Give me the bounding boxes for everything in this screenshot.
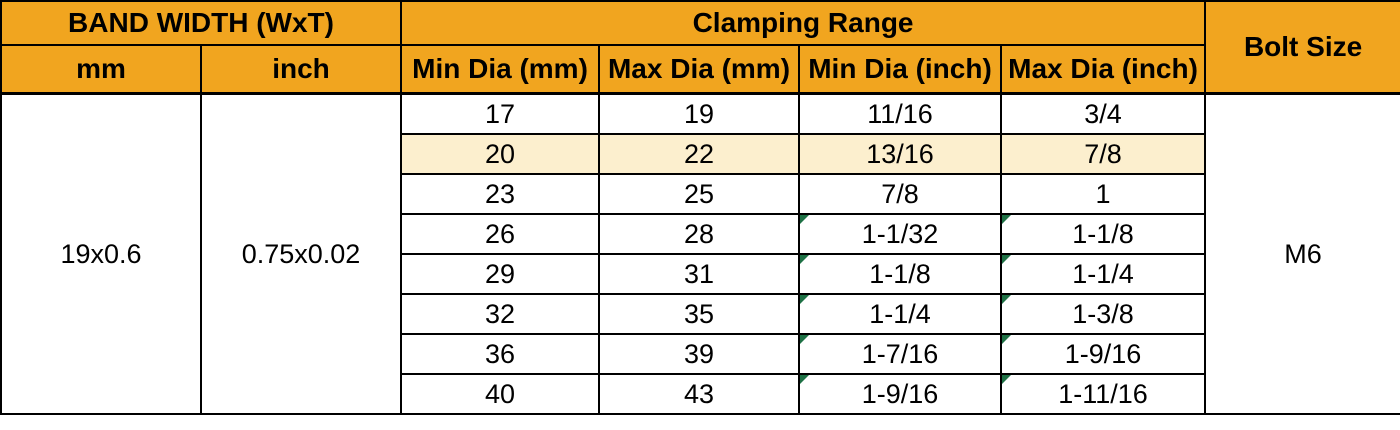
cell-min-dia-inch: 13/16 — [798, 133, 1003, 175]
cell-min-dia-mm: 32 — [400, 293, 601, 335]
cell-min-dia-inch: 1-7/16 — [798, 333, 1003, 375]
cell-max-dia-inch: 1-1/4 — [1000, 253, 1207, 295]
cell-min-dia-inch: 1-1/8 — [798, 253, 1003, 295]
table-row: 32 35 1-1/4 1-3/8 — [1, 293, 1400, 335]
cell-max-dia-mm: 28 — [598, 213, 801, 255]
cell-band-width-mm: 19x0.6 — [0, 92, 202, 415]
cell-min-dia-mm: 17 — [400, 92, 601, 135]
cell-min-dia-inch: 11/16 — [798, 92, 1003, 135]
cell-bolt-size: M6 — [1204, 92, 1400, 415]
cell-max-dia-mm: 39 — [598, 333, 801, 375]
cell-min-dia-mm: 23 — [400, 173, 601, 215]
cell-max-dia-mm: 31 — [598, 253, 801, 295]
header-min-dia-inch: Min Dia (inch) — [798, 44, 1003, 95]
table-row: 40 43 1-9/16 1-11/16 — [1, 373, 1400, 415]
cell-max-dia-mm: 35 — [598, 293, 801, 335]
header-max-dia-inch: Max Dia (inch) — [1000, 44, 1207, 95]
cell-max-dia-mm: 43 — [598, 373, 801, 415]
header-band-width: BAND WIDTH (WxT) — [0, 0, 403, 46]
cell-max-dia-mm: 22 — [598, 133, 801, 175]
cell-max-dia-inch: 7/8 — [1000, 133, 1207, 175]
cell-max-dia-inch: 3/4 — [1000, 92, 1207, 135]
cell-max-dia-inch: 1-11/16 — [1000, 373, 1207, 415]
header-bolt-size: Bolt Size — [1204, 0, 1400, 95]
header-max-dia-mm: Max Dia (mm) — [598, 44, 801, 95]
table-row: 36 39 1-7/16 1-9/16 — [1, 333, 1400, 375]
cell-min-dia-mm: 36 — [400, 333, 601, 375]
header-clamping-range: Clamping Range — [400, 0, 1207, 46]
cell-max-dia-mm: 19 — [598, 92, 801, 135]
cell-min-dia-mm: 26 — [400, 213, 601, 255]
cell-min-dia-mm: 20 — [400, 133, 601, 175]
header-min-dia-mm: Min Dia (mm) — [400, 44, 601, 95]
table-row: 20 22 13/16 7/8 — [1, 133, 1400, 175]
cell-min-dia-inch: 7/8 — [798, 173, 1003, 215]
cell-min-dia-inch: 1-1/32 — [798, 213, 1003, 255]
table-row: 29 31 1-1/8 1-1/4 — [1, 253, 1400, 295]
table-row: 26 28 1-1/32 1-1/8 — [1, 213, 1400, 255]
header-mm: mm — [0, 44, 202, 95]
cell-min-dia-mm: 29 — [400, 253, 601, 295]
cell-max-dia-inch: 1-9/16 — [1000, 333, 1207, 375]
cell-min-dia-mm: 40 — [400, 373, 601, 415]
table-row: 23 25 7/8 1 — [1, 173, 1400, 215]
cell-min-dia-inch: 1-9/16 — [798, 373, 1003, 415]
cell-max-dia-mm: 25 — [598, 173, 801, 215]
header-inch: inch — [199, 44, 403, 95]
table-body: 19x0.6 0.75x0.02 17 19 11/16 3/4 M6 20 2… — [0, 92, 1400, 415]
cell-max-dia-inch: 1 — [1000, 173, 1207, 215]
cell-min-dia-inch: 1-1/4 — [798, 293, 1003, 335]
clamp-spec-table: BAND WIDTH (WxT) Clamping Range Bolt Siz… — [0, 0, 1400, 415]
cell-band-width-inch: 0.75x0.02 — [199, 92, 403, 415]
table-row: 19x0.6 0.75x0.02 17 19 11/16 3/4 M6 — [0, 92, 1400, 415]
cell-max-dia-inch: 1-1/8 — [1000, 213, 1207, 255]
table-header: BAND WIDTH (WxT) Clamping Range Bolt Siz… — [0, 0, 1400, 95]
cell-max-dia-inch: 1-3/8 — [1000, 293, 1207, 335]
